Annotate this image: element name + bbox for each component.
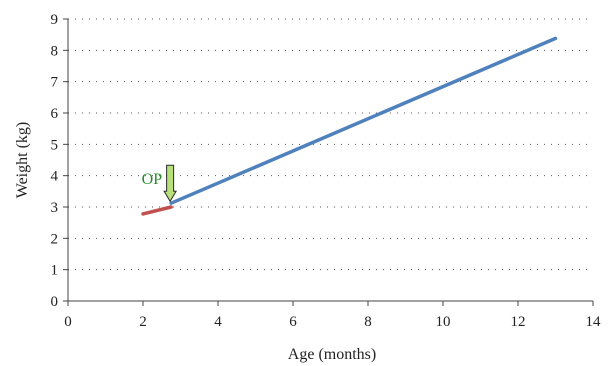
x-tick-label-4: 4 — [214, 314, 222, 330]
annotation-arrow-1 — [163, 164, 178, 203]
y-tick-label-8: 8 — [51, 43, 59, 59]
series-line-2 — [169, 36, 558, 205]
x-tick-label-6: 6 — [289, 314, 297, 330]
y-axis-title: Weight (kg) — [14, 122, 31, 198]
y-tick-label-4: 4 — [51, 169, 59, 185]
y-tick-label-9: 9 — [51, 12, 59, 28]
y-tick-label-2: 2 — [51, 231, 59, 247]
y-tick-label-5: 5 — [51, 137, 59, 153]
x-tick-label-12: 12 — [511, 314, 526, 330]
y-tick-label-1: 1 — [51, 263, 59, 279]
axes — [63, 18, 594, 306]
annotation-label-1: OP — [142, 171, 163, 188]
x-tick-label-8: 8 — [364, 314, 372, 330]
series-line-1 — [141, 205, 173, 216]
x-tick-label-0: 0 — [64, 314, 72, 330]
x-tick-label-2: 2 — [139, 314, 147, 330]
y-tick-label-7: 7 — [51, 75, 59, 91]
x-tick-label-10: 10 — [436, 314, 451, 330]
y-tick-label-0: 0 — [51, 294, 59, 310]
annotations: OP — [142, 164, 178, 203]
x-tick-label-14: 14 — [586, 314, 602, 330]
x-axis-title: Age (months) — [288, 346, 376, 363]
series-lines — [141, 36, 558, 216]
y-tick-label-6: 6 — [51, 106, 59, 122]
y-tick-label-3: 3 — [51, 200, 59, 216]
